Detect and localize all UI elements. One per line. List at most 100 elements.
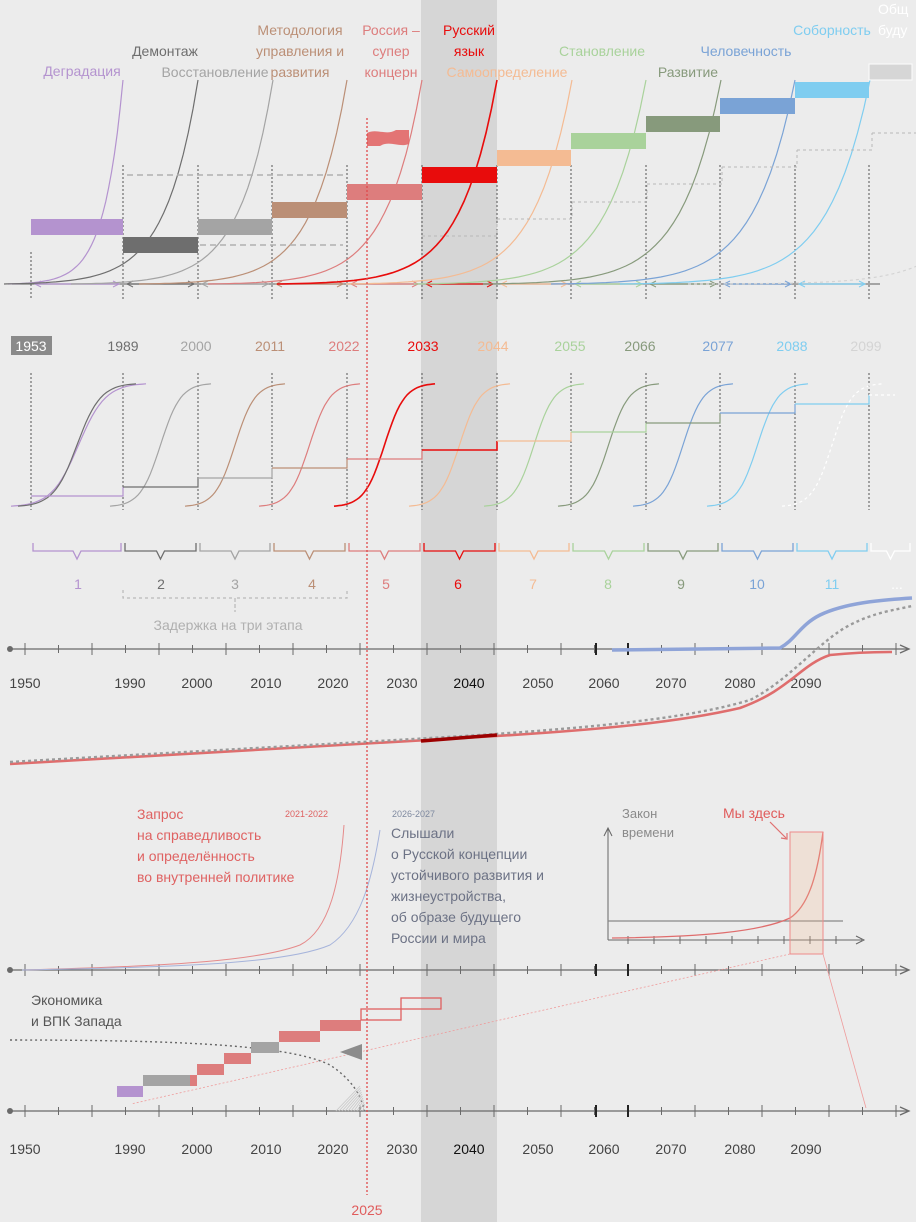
axis-arrow-left <box>274 280 283 288</box>
stage-number: 3 <box>231 576 239 592</box>
hatch-line <box>347 1093 363 1112</box>
heard-text: устойчивого развития и <box>391 867 544 883</box>
timeline-label: 2010 <box>250 675 281 691</box>
stage-number: 9 <box>677 576 685 592</box>
stage-bar <box>198 219 272 235</box>
dotted-trend-curve <box>9 604 913 764</box>
exponential-curve <box>413 79 647 285</box>
hatch-line <box>362 1103 365 1112</box>
stage-title: развития <box>271 64 330 80</box>
stage-block <box>320 1020 361 1031</box>
middle-step <box>720 404 796 414</box>
stage-number: ... <box>891 576 903 592</box>
middle-step <box>795 395 870 405</box>
inset-arrow-y <box>603 826 613 837</box>
faint-step <box>722 150 798 168</box>
middle-step <box>571 423 647 433</box>
stage-brace <box>273 543 346 561</box>
highlight-band <box>421 0 497 1222</box>
stage-number: 5 <box>382 576 390 592</box>
logistic-curve <box>184 383 286 507</box>
timeline-label: 2040 <box>453 675 484 691</box>
year-label: 2000 <box>180 338 211 354</box>
delay-bracket <box>122 590 348 612</box>
year-label: 2022 <box>328 338 359 354</box>
stage-bar <box>571 133 646 149</box>
faint-step <box>797 133 873 151</box>
middle-step <box>272 459 348 469</box>
stage-bar <box>646 116 720 132</box>
stage-bar <box>720 98 795 114</box>
year-label: 1953 <box>15 338 46 354</box>
logistic-curve <box>333 383 436 507</box>
year-label: 2044 <box>477 338 508 354</box>
stage-title: Становление <box>559 43 645 59</box>
hatch-line <box>359 1101 365 1112</box>
heard-text: России и мира <box>391 930 486 946</box>
stage-bar <box>347 184 422 200</box>
exponential-curve <box>688 265 916 285</box>
exponential-curve <box>550 79 796 285</box>
timeline-arrow <box>899 644 911 654</box>
stage-title: Деградация <box>43 63 120 79</box>
logistic-curve <box>109 383 212 507</box>
timeline-label: 2080 <box>724 675 755 691</box>
logistic-curve <box>557 383 660 507</box>
stage-brace <box>199 543 271 561</box>
heard-text: жизнеустройства, <box>391 888 506 904</box>
flag-shape <box>367 130 409 146</box>
stage-title: Русский <box>443 22 495 38</box>
timeline-label: 2000 <box>181 1141 212 1157</box>
stage-title: Демонтаж <box>132 43 198 59</box>
stage-brace <box>572 543 645 561</box>
year-label: 2099 <box>850 338 881 354</box>
hatch-line <box>335 1085 361 1112</box>
hatch-line <box>344 1091 362 1112</box>
faint-step <box>572 185 648 203</box>
stage-brace <box>721 543 794 561</box>
stage-title: супер <box>372 43 409 59</box>
middle-step <box>422 441 498 451</box>
stage-number: 2 <box>157 576 165 592</box>
stage-brace <box>124 543 197 561</box>
stage-number: 10 <box>749 576 765 592</box>
logistic-curve <box>258 383 361 507</box>
timeline-label: 2020 <box>317 1141 348 1157</box>
stage-brace <box>796 543 868 561</box>
hatch-line <box>341 1089 362 1112</box>
demand-years: 2021-2022 <box>285 809 328 819</box>
exponential-curve <box>276 79 498 285</box>
year-label: 1989 <box>107 338 138 354</box>
stage-bar <box>422 167 497 183</box>
axis-arrow-left <box>200 280 209 288</box>
exponential-curve <box>619 79 871 285</box>
heard-text: Слышали <box>391 825 454 841</box>
we-are-here-arrowhead <box>780 833 788 840</box>
demand-text: во внутренней политике <box>137 869 295 885</box>
year-label: 2077 <box>702 338 733 354</box>
demand-text: на справедливость <box>137 827 261 843</box>
stage-bar <box>497 150 571 166</box>
stage-block <box>251 1042 279 1053</box>
timeline-label: 1950 <box>9 675 40 691</box>
timeline-label: 2060 <box>588 675 619 691</box>
stage-number: 11 <box>825 576 840 592</box>
stage-bar <box>123 237 198 253</box>
awareness-curve <box>21 829 381 971</box>
law-label: времени <box>622 825 674 840</box>
upper-trend-curve <box>611 596 913 652</box>
stage-title: Развитие <box>658 64 718 80</box>
zoom-line <box>130 953 791 1105</box>
marker-2025-label: 2025 <box>351 1202 382 1218</box>
heard-years: 2026-2027 <box>392 809 435 819</box>
faint-step <box>872 132 916 134</box>
stage-bar <box>868 63 913 81</box>
stage-title: Соборность <box>793 22 871 38</box>
logistic-curve <box>10 383 147 507</box>
timeline-label: 2060 <box>588 1141 619 1157</box>
timeline-label: 2050 <box>522 1141 553 1157</box>
axis-arrow-right <box>784 280 793 288</box>
heard-text: о Русской концепции <box>391 846 527 862</box>
stage-number: 1 <box>74 576 82 592</box>
